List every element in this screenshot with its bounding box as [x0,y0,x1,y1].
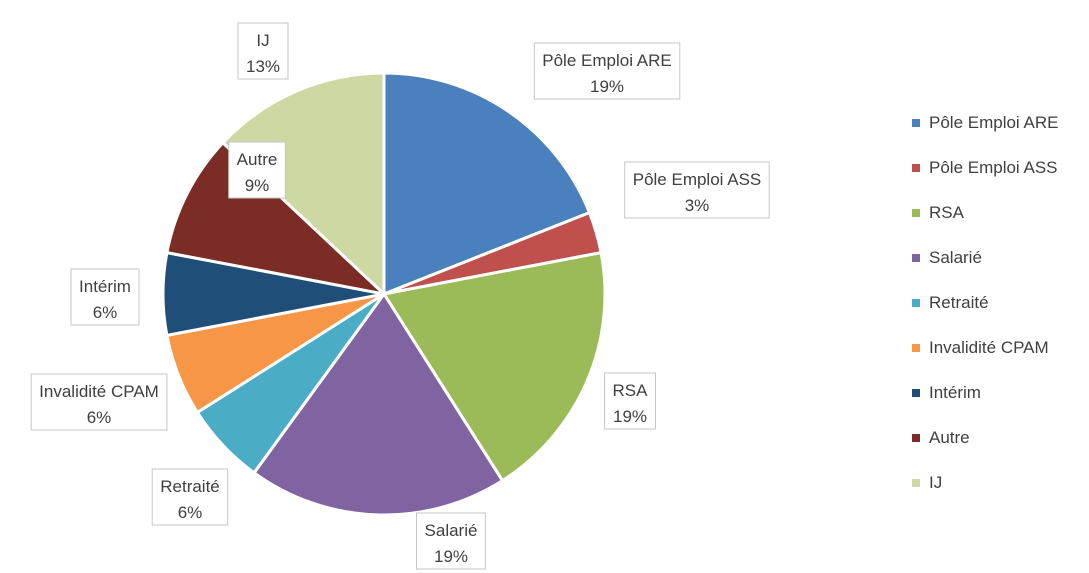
pie-slice-7 [165,141,386,296]
pie-slice-3 [252,292,504,517]
data-label-percent: 19% [434,547,468,566]
data-label-percent: 3% [685,196,710,215]
data-label-box [416,512,486,570]
data-label-box [604,372,656,430]
data-labels: Pôle Emploi ARE 19% Pôle Emploi ASS 3% RSA 19… [30,22,770,570]
legend-swatch [912,298,920,307]
data-label-category: Invalidité CPAM [39,382,159,401]
data-label-3: Salarié 19% [416,512,486,570]
data-label-category: Autre [237,150,278,169]
legend-item-6: Intérim [912,370,1058,415]
data-label-percent: 19% [590,77,624,96]
legend-item-0: Pôle Emploi ARE [912,100,1058,145]
data-label-category: RSA [613,381,649,400]
data-label-1: Pôle Emploi ASS 3% [624,161,770,219]
legend-label: Invalidité CPAM [929,337,1049,357]
pie-slice-0 [382,71,591,296]
data-label-box [237,22,289,80]
data-label-category: Intérim [79,277,131,296]
data-label-7: Autre 9% [228,141,286,199]
data-label-5: Invalidité CPAM 6% [30,373,168,431]
pie-slices [161,71,607,517]
pie-slice-8 [221,71,386,296]
data-label-2: RSA 19% [604,372,656,430]
data-label-percent: 6% [178,503,203,522]
legend-swatch [912,163,920,172]
data-label-percent: 9% [245,176,270,195]
legend-label: Intérim [929,382,981,402]
data-label-category: Retraité [160,477,220,496]
legend-swatch [912,343,920,352]
legend-label: Autre [929,427,970,447]
data-label-4: Retraité 6% [151,468,229,526]
chart-legend: Pôle Emploi ARE Pôle Emploi ASS RSA Salarié… [912,100,1058,505]
data-label-percent: 6% [93,303,118,322]
legend-swatch [912,433,920,442]
data-label-box [533,42,681,100]
legend-swatch [912,478,920,487]
legend-label: Salarié [929,247,982,267]
legend-label: Pôle Emploi ASS [929,157,1058,177]
data-label-box [70,268,140,326]
legend-item-5: Invalidité CPAM [912,325,1058,370]
legend-item-2: RSA [912,190,1058,235]
data-label-box [624,161,770,219]
legend-swatch [912,388,920,397]
data-label-0: Pôle Emploi ARE 19% [533,42,681,100]
legend-item-4: Retraité [912,280,1058,325]
legend-swatch [912,118,920,127]
legend-item-3: Salarié [912,235,1058,280]
legend-label: Retraité [929,292,989,312]
legend-item-1: Pôle Emploi ASS [912,145,1058,190]
pie-slice-2 [382,251,607,483]
data-label-6: Intérim 6% [70,268,140,326]
data-label-category: Pôle Emploi ARE [542,51,671,70]
data-label-box [151,468,229,526]
data-label-category: Pôle Emploi ASS [633,170,762,189]
legend-label: RSA [929,202,964,222]
data-label-category: IJ [256,31,269,50]
legend-swatch [912,253,920,262]
data-label-percent: 19% [613,407,647,426]
legend-label: Pôle Emploi ARE [929,112,1059,132]
data-label-percent: 13% [246,57,280,76]
legend-swatch [912,208,920,217]
legend-item-7: Autre [912,415,1058,460]
legend-item-8: IJ [912,460,1058,505]
data-label-8: IJ 13% [237,22,289,80]
data-label-box [30,373,168,431]
data-label-percent: 6% [87,408,112,427]
data-label-category: Salarié [425,521,478,540]
legend-label: IJ [929,472,943,492]
data-label-box [228,141,286,199]
